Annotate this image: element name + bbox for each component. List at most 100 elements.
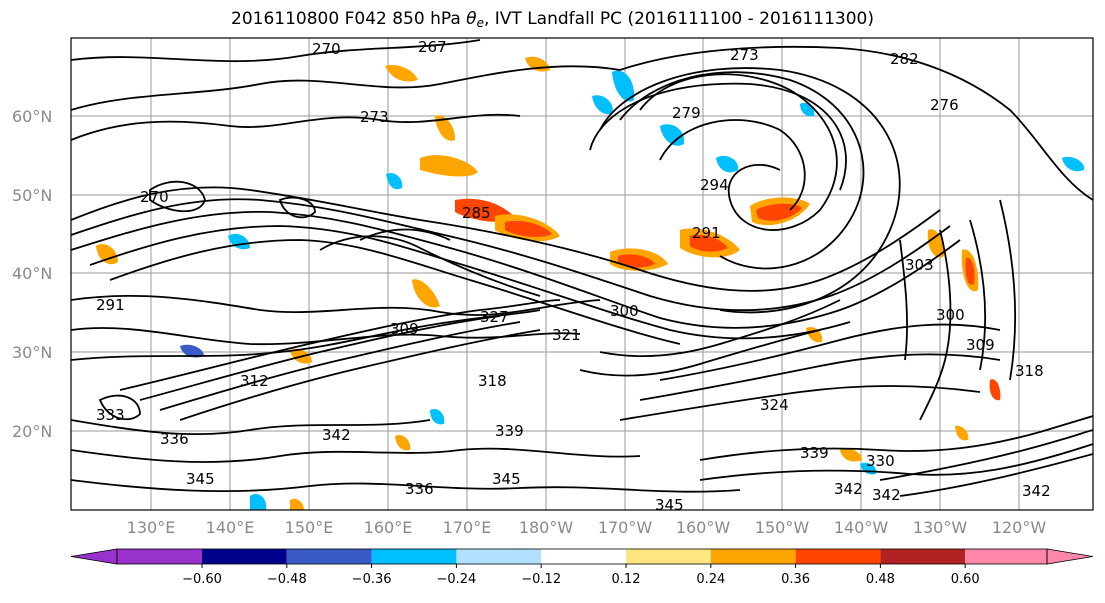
contour-label: 333	[96, 406, 125, 424]
contour-label: 336	[405, 480, 434, 498]
colorbar-tick-label: −0.36	[352, 572, 392, 587]
contour-label: 345	[655, 496, 684, 514]
positive-anomaly-patch	[395, 434, 411, 451]
negative-anomaly-patch	[660, 124, 685, 146]
contour-label: 285	[462, 204, 491, 222]
contour-label: 345	[492, 470, 521, 488]
contour-label: 345	[186, 470, 215, 488]
colorbar-segment	[965, 549, 1047, 564]
lon-label: 120°W	[992, 518, 1047, 537]
positive-anomaly-patch	[618, 254, 655, 268]
contour-label: 318	[1015, 362, 1044, 380]
contour-label: 339	[495, 422, 524, 440]
colorbar-segment	[456, 549, 542, 564]
contour-label: 336	[160, 430, 189, 448]
lon-label: 140°E	[206, 518, 255, 537]
contour-label: 294	[700, 176, 729, 194]
lon-label: 180°W	[519, 518, 574, 537]
contour-label: 318	[478, 372, 507, 390]
contour-label: 291	[96, 296, 125, 314]
positive-anomaly-patch	[385, 64, 418, 82]
negative-anomaly-patch	[180, 344, 204, 358]
negative-anomaly-patch	[592, 95, 613, 115]
positive-anomaly-patch	[955, 425, 969, 441]
colorbar-outline	[116, 548, 1048, 565]
positive-anomaly-patch	[840, 448, 862, 462]
contour-label: 339	[800, 444, 829, 462]
lon-label: 170°E	[443, 518, 492, 537]
colorbar-segment	[286, 549, 372, 564]
longitude-labels: 130°E 140°E 150°E 160°E 170°E 180°W 170°…	[127, 518, 1047, 537]
positive-anomaly-patch	[505, 220, 552, 237]
contour-label: 327	[480, 308, 509, 326]
contour-labels: 270 267 273 282 270 273 279 276 285 294 …	[96, 38, 1051, 514]
lon-label: 150°E	[285, 518, 334, 537]
contour-label: 342	[322, 426, 351, 444]
lon-label: 160°W	[676, 518, 731, 537]
colorbar-tick-label: −0.24	[436, 572, 476, 587]
contour-label: 270	[312, 40, 341, 58]
lon-label: 150°W	[755, 518, 810, 537]
colorbar-extend-high	[1046, 548, 1094, 565]
contour-label: 300	[610, 302, 639, 320]
colorbar-tick-label: 0.48	[866, 572, 895, 587]
positive-anomaly-patch	[290, 498, 304, 510]
negative-anomaly-patch	[386, 172, 403, 190]
positive-anomaly-patch	[420, 155, 478, 177]
colorbar-tick-label: −0.48	[267, 572, 307, 587]
colorbar-segment	[880, 549, 966, 564]
contour-label: 273	[730, 46, 759, 64]
lon-label: 140°W	[834, 518, 889, 537]
lat-label: 20°N	[12, 422, 52, 441]
colorbar-segment	[795, 549, 881, 564]
lon-label: 160°E	[364, 518, 413, 537]
lat-label: 50°N	[12, 186, 52, 205]
contour-label: 330	[866, 452, 895, 470]
negative-anomaly-patch	[1062, 156, 1085, 172]
colorbar-segment	[117, 549, 202, 564]
contour-label: 282	[890, 50, 919, 68]
lon-label: 130°E	[127, 518, 176, 537]
positive-anomaly-patch	[989, 379, 1001, 401]
colorbar-tick-label: −0.12	[521, 572, 561, 587]
colorbar-segment	[371, 549, 457, 564]
theta-e-contours	[71, 39, 1093, 497]
lon-label: 130°W	[913, 518, 968, 537]
negative-anomaly-patch	[612, 70, 635, 102]
negative-anomaly-patch	[430, 408, 445, 425]
lat-label: 60°N	[12, 107, 52, 126]
positive-anomaly-patch	[690, 234, 728, 252]
lon-label: 170°W	[598, 518, 653, 537]
negative-anomaly-patch	[250, 493, 267, 510]
positive-anomaly-patch	[927, 229, 945, 258]
contour-label: 321	[552, 326, 581, 344]
contour-label: 324	[760, 396, 789, 414]
positive-anomaly-patch	[96, 243, 118, 265]
contour-label: 309	[390, 320, 419, 338]
map-title: 2016110800 F042 850 hPa θe, IVT Landfall…	[231, 9, 874, 30]
contour-label: 342	[1022, 482, 1051, 500]
contour-label: 267	[418, 38, 447, 56]
positive-anomaly-patch	[412, 279, 440, 308]
lat-label: 40°N	[12, 264, 52, 283]
contour-label: 279	[672, 104, 701, 122]
contour-label: 273	[360, 108, 389, 126]
contour-label: 342	[834, 480, 863, 498]
map-frame	[70, 37, 1094, 511]
positive-anomaly-patch	[965, 257, 975, 285]
latitude-labels: 60°N 50°N 40°N 30°N 20°N	[12, 107, 52, 441]
contour-label: 276	[930, 96, 959, 114]
colorbar-extend-low	[70, 548, 118, 565]
contour-label: 300	[936, 306, 965, 324]
contour-label: 342	[872, 486, 901, 504]
positive-anomaly-patch	[435, 115, 456, 141]
colorbar-segment	[541, 549, 626, 564]
colorbar-tick-label: −0.60	[182, 572, 222, 587]
contour-label: 270	[140, 188, 169, 206]
contour-label: 291	[692, 224, 721, 242]
colorbar-tick-label: 0.12	[612, 572, 641, 587]
colorbar-segment	[626, 549, 711, 564]
contour-label: 312	[240, 372, 269, 390]
contour-label: 309	[966, 336, 995, 354]
